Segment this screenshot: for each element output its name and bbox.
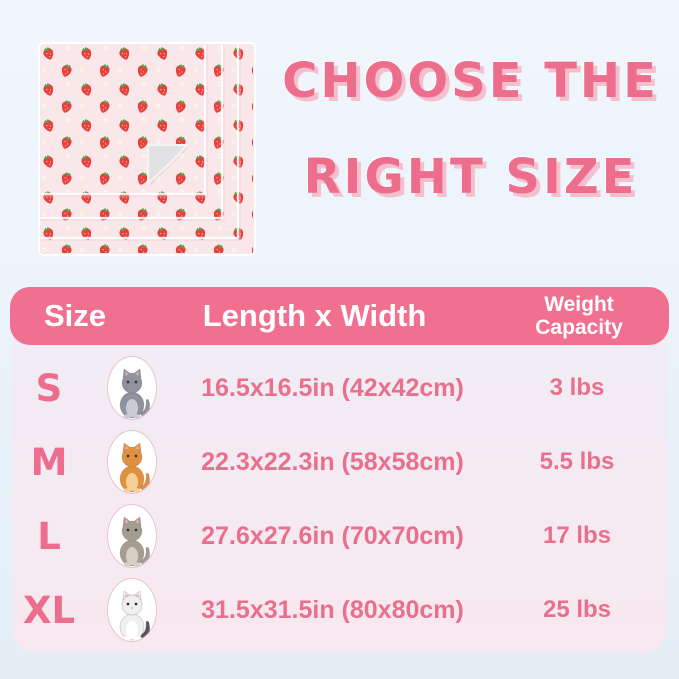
blanket-folded-corner [147,144,188,184]
dimensions-value: 27.6x27.6in (70x70cm) [201,521,464,550]
table-row-s: S [12,351,667,425]
white-longhair-cat-photo [107,578,157,642]
cat-illustration [119,517,150,567]
table-row-l: L [12,499,667,573]
cat-illustration [119,443,150,493]
table-row-m: M [12,425,667,499]
dimensions-value: 22.3x22.3in (58x58cm) [201,447,464,476]
strawberry-blanket-image [38,42,256,256]
size-chart-header: Size Length x Width Weight Capacity [10,287,669,345]
page-title: CHOOSE THE RIGHT SIZE [268,44,673,214]
gray-kitten-photo [107,356,157,420]
size-chart-body: S [12,333,667,653]
size-label: XL [22,588,76,632]
size-label: L [37,514,61,558]
size-label: S [35,366,63,410]
size-label: M [30,440,68,484]
hero-section: CHOOSE THE RIGHT SIZE [0,0,679,287]
weight-value: 3 lbs [549,374,605,401]
size-chart: Size Length x Width Weight Capacity S [10,287,669,653]
cat-illustration [119,369,150,419]
header-dimensions: Length x Width [202,298,427,333]
table-row-xl: XL [12,573,667,647]
header-weight-capacity: Weight Capacity [535,292,623,339]
orange-tabby-cat-photo [107,430,157,494]
title-line-1: CHOOSE THE [282,53,659,109]
gray-longhair-cat-photo [107,504,157,568]
header-size: Size [43,298,107,333]
weight-value: 5.5 lbs [539,448,615,475]
dimensions-value: 31.5x31.5in (80x80cm) [201,595,464,624]
cat-illustration [119,591,151,641]
weight-value: 17 lbs [542,522,612,549]
dimensions-value: 16.5x16.5in (42x42cm) [201,373,464,402]
blanket-layer-edges [41,45,240,240]
weight-value: 25 lbs [542,596,612,623]
title-line-2: RIGHT SIZE [303,149,638,205]
